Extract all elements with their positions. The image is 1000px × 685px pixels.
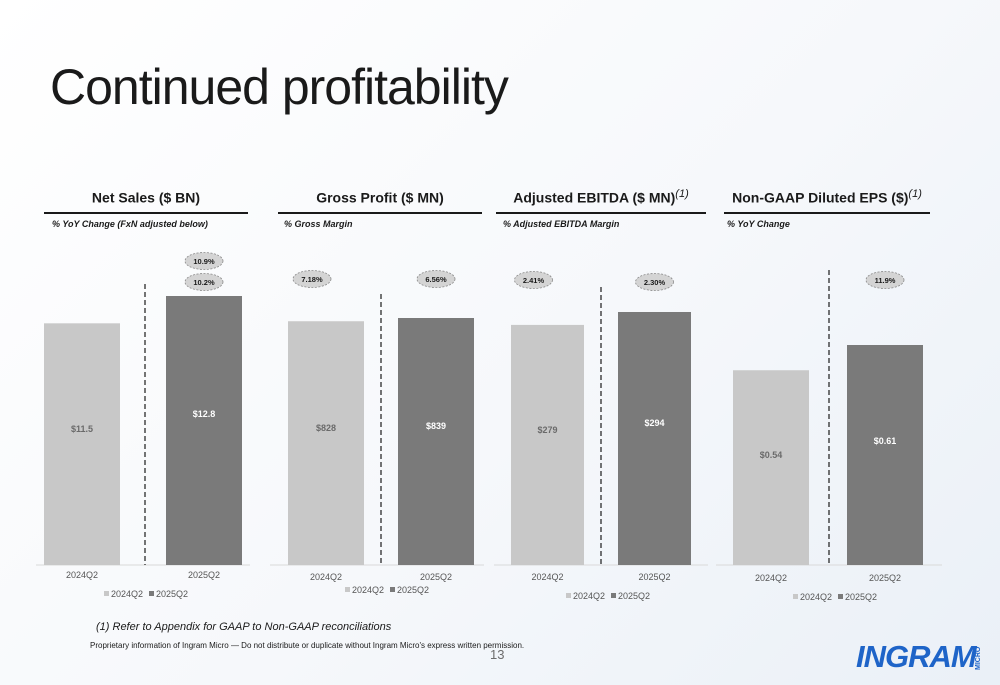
x-tick-label: 2024Q2 [755, 573, 787, 583]
legend-label: 2025Q2 [618, 591, 650, 601]
legend-label: 2024Q2 [573, 591, 605, 601]
percent-badge [514, 271, 553, 289]
footnote: (1) Refer to Appendix for GAAP to Non-GA… [96, 621, 392, 633]
bar-2024Q2 [511, 324, 584, 565]
percent-badge [635, 273, 674, 291]
x-tick-label: 2025Q2 [188, 570, 220, 580]
chart-title-gross-profit: Gross Profit ($ MN) [278, 188, 482, 214]
data-label: $839 [426, 421, 446, 431]
data-label: $828 [316, 423, 336, 433]
percent-badge [865, 271, 905, 289]
bar-2024Q2 [44, 323, 120, 565]
data-label: $294 [644, 418, 664, 428]
percent-badge [184, 273, 224, 291]
percent-badge [292, 270, 332, 288]
legend-swatch [793, 594, 798, 599]
chart-title-eps: Non-GAAP Diluted EPS ($)(1) [724, 188, 930, 214]
data-label: $0.54 [760, 450, 783, 460]
percent-badge [184, 252, 224, 270]
data-label: $279 [537, 425, 557, 435]
legend-label: 2025Q2 [397, 585, 429, 595]
data-label: $12.8 [193, 409, 216, 419]
logo-subword: MICRO [975, 646, 982, 670]
chart-title-note: (1) [675, 188, 689, 200]
data-label: $0.61 [874, 436, 897, 446]
chart-title-text: Adjusted EBITDA ($ MN) [513, 189, 676, 206]
percent-badge-label: 2.30% [644, 278, 666, 287]
legend-label: 2025Q2 [845, 592, 877, 602]
chart-title-note: (1) [908, 188, 922, 200]
bar-2024Q2 [288, 321, 364, 565]
legend-swatch [345, 587, 350, 592]
chart-subtitle-gross-profit: % Gross Margin [284, 219, 353, 229]
legend-label: 2024Q2 [111, 589, 143, 599]
legend-swatch [104, 591, 109, 596]
x-tick-label: 2025Q2 [420, 572, 452, 582]
bar-2024Q2 [733, 370, 809, 565]
chart-subtitle-adjusted-ebitda: % Adjusted EBITDA Margin [503, 219, 620, 229]
chart-title-net-sales: Net Sales ($ BN) [44, 188, 248, 214]
chart-subtitle-eps: % YoY Change [727, 219, 790, 229]
chart-title-text: Non-GAAP Diluted EPS ($) [732, 189, 909, 206]
legend-label: 2025Q2 [156, 589, 188, 599]
percent-badge-label: 10.2% [193, 278, 215, 287]
percent-badge-label: 6.56% [425, 275, 447, 284]
page-number: 13 [490, 647, 505, 662]
percent-badge-label: 11.9% [875, 276, 896, 285]
percent-badge-label: 7.18% [301, 275, 323, 284]
legend-swatch [149, 591, 154, 596]
legend-swatch [838, 594, 843, 599]
chart-title-text: Net Sales ($ BN) [91, 189, 201, 206]
x-tick-label: 2024Q2 [531, 572, 563, 582]
logo-wordmark: INGRAM [856, 639, 978, 673]
ingram-micro-logo: INGRAM MICRO [856, 639, 982, 673]
bar-2025Q2 [847, 345, 923, 565]
legend-swatch [566, 593, 571, 598]
legend-label: 2024Q2 [800, 592, 832, 602]
data-label: $11.5 [71, 424, 93, 434]
bar-2025Q2 [166, 296, 242, 565]
legend-swatch [611, 593, 616, 598]
legend-label: 2024Q2 [352, 585, 384, 595]
x-tick-label: 2024Q2 [66, 570, 98, 580]
x-tick-label: 2024Q2 [310, 572, 342, 582]
chart-subtitle-net-sales: % YoY Change (FxN adjusted below) [52, 219, 208, 229]
chart-title-text: Gross Profit ($ MN) [316, 189, 444, 206]
percent-badge-label: 10.9% [193, 257, 215, 266]
percent-badge [416, 270, 456, 288]
bar-2025Q2 [398, 318, 474, 565]
x-tick-label: 2025Q2 [869, 573, 901, 583]
legend-swatch [390, 587, 395, 592]
page-title: Continued profitability [50, 59, 509, 115]
bar-2025Q2 [618, 312, 691, 565]
x-tick-label: 2025Q2 [638, 572, 670, 582]
percent-badge-label: 2.41% [523, 276, 545, 285]
legal-notice: Proprietary information of Ingram Micro … [90, 641, 525, 650]
chart-title-adjusted-ebitda: Adjusted EBITDA ($ MN)(1) [496, 188, 706, 214]
